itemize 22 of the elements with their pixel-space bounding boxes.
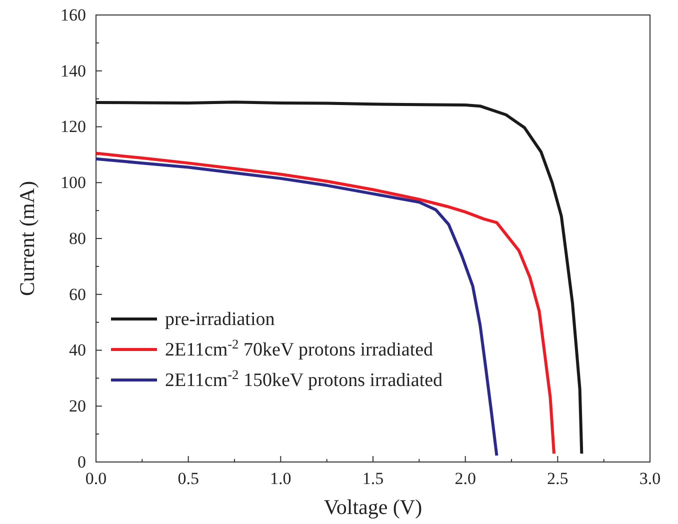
y-tick-label: 60 [69, 284, 86, 304]
y-tick-label: 160 [60, 5, 86, 24]
y-tick-label: 80 [69, 228, 86, 248]
legend-label: 2E11cm$^{-2}$ 150keV protons irradiated [165, 366, 444, 391]
y-tick-label: 0 [78, 452, 86, 472]
y-tick-label: 20 [69, 396, 86, 416]
x-tick-label: 0.0 [85, 469, 107, 488]
y-tick-label: 140 [60, 61, 86, 80]
line-series [94, 100, 584, 456]
y-tick-label: 40 [69, 340, 86, 360]
y-tick-label: 100 [60, 173, 86, 192]
y-tick-label: 120 [60, 117, 86, 136]
x-tick-label: 2.0 [454, 469, 476, 488]
x-tick-label: 3.0 [639, 469, 661, 488]
y-axis-title: Current (mA) [15, 181, 39, 296]
x-tick-label: 2.5 [547, 469, 568, 488]
x-tick-label: 0.5 [178, 469, 199, 488]
legend-label: 2E11cm$^{-2}$ 70keV protons irradiated [165, 336, 434, 360]
legend-label: pre-irradiation [165, 309, 276, 330]
x-tick-label: 1.0 [270, 469, 292, 488]
x-axis-title: Voltage (V) [324, 495, 422, 519]
x-tick-label: 1.5 [362, 469, 384, 488]
